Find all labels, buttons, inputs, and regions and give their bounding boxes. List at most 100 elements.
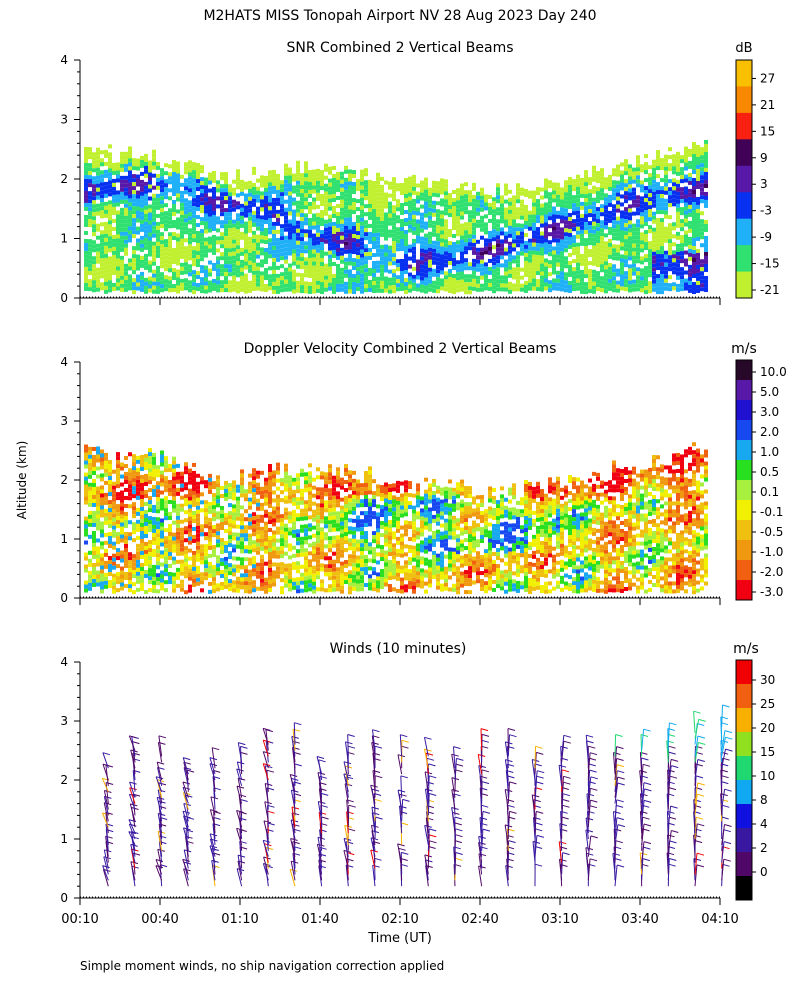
doppler-cell [172,560,176,565]
snr-cell [180,230,184,235]
doppler-cell [120,530,124,535]
snr-cell [608,198,612,203]
snr-cell [228,252,232,257]
snr-cell [444,231,448,236]
snr-cell [308,189,312,194]
snr-cell [668,231,672,236]
snr-cell [140,259,144,264]
snr-cell [480,255,484,260]
snr-cell [556,198,560,203]
doppler-cell [120,490,124,495]
snr-cell [244,221,248,226]
snr-cell [148,204,152,209]
snr-cell [496,247,500,252]
snr-cell [480,259,484,264]
snr-cell [316,284,320,289]
snr-cell [508,285,512,290]
snr-cell [648,257,652,262]
snr-cell [528,222,532,227]
snr-cell [84,238,88,243]
snr-cell [492,265,496,270]
doppler-cell [188,500,192,505]
snr-cell [212,178,216,183]
snr-cell [444,227,448,232]
snr-cell [652,271,656,276]
snr-cell [380,288,384,293]
snr-cell [308,273,312,278]
snr-cell [476,247,480,252]
snr-cell [396,199,400,204]
snr-cell [188,240,192,245]
snr-cell [352,170,356,175]
snr-cell [412,202,416,207]
snr-cell [480,267,484,272]
doppler-cell [136,543,140,548]
snr-cell [692,270,696,275]
snr-cell [644,286,648,291]
snr-cell [660,286,664,291]
snr-cell [268,214,272,219]
snr-cell [576,262,580,267]
doppler-cell [160,474,164,479]
snr-cell [116,250,120,255]
snr-cell [452,274,456,279]
snr-cell [156,269,160,274]
snr-cell [92,280,96,285]
snr-cell [692,266,696,271]
snr-cell [172,211,176,216]
doppler-cell [172,584,176,589]
doppler-cell [152,460,156,465]
snr-cell [588,237,592,242]
snr-cell [640,180,644,185]
snr-cell [300,249,304,254]
snr-cell [392,241,396,246]
doppler-cell [168,527,172,532]
snr-cell [584,210,588,215]
snr-cell [688,152,692,157]
snr-cell [196,215,200,220]
snr-cell [188,192,192,197]
doppler-cell [104,564,108,569]
doppler-cell [184,486,188,491]
snr-cell [136,174,140,179]
snr-cell [636,203,640,208]
snr-cell [300,229,304,234]
snr-cell [584,246,588,251]
snr-cell [312,237,316,242]
snr-cell [356,279,360,284]
snr-cell [104,269,108,274]
snr-cell [412,238,416,243]
snr-cell [588,221,592,226]
snr-cell [108,180,112,185]
snr-cell [276,237,280,242]
snr-cell [668,187,672,192]
snr-cell [208,280,212,285]
snr-cell [228,248,232,253]
snr-cell [220,220,224,225]
doppler-cell [92,554,96,559]
snr-cell [400,242,404,247]
snr-cell [96,159,100,164]
snr-cell [516,195,520,200]
colorbar-swatch [736,218,752,246]
snr-cell [292,209,296,214]
doppler-cell [200,576,204,581]
snr-cell [92,208,96,213]
snr-cell [356,227,360,232]
snr-cell [564,288,568,293]
doppler-cell [88,502,92,507]
doppler-cell [116,556,120,561]
snr-cell [452,254,456,259]
snr-cell [168,224,172,229]
snr-cell [236,229,240,234]
snr-cell [204,229,208,234]
snr-cell [224,284,228,289]
snr-cell [340,187,344,192]
snr-cell [664,198,668,203]
snr-cell [652,187,656,192]
snr-cell [252,250,256,255]
snr-cell [440,286,444,291]
snr-cell [504,191,508,196]
doppler-cell [136,575,140,580]
doppler-cell [168,479,172,484]
